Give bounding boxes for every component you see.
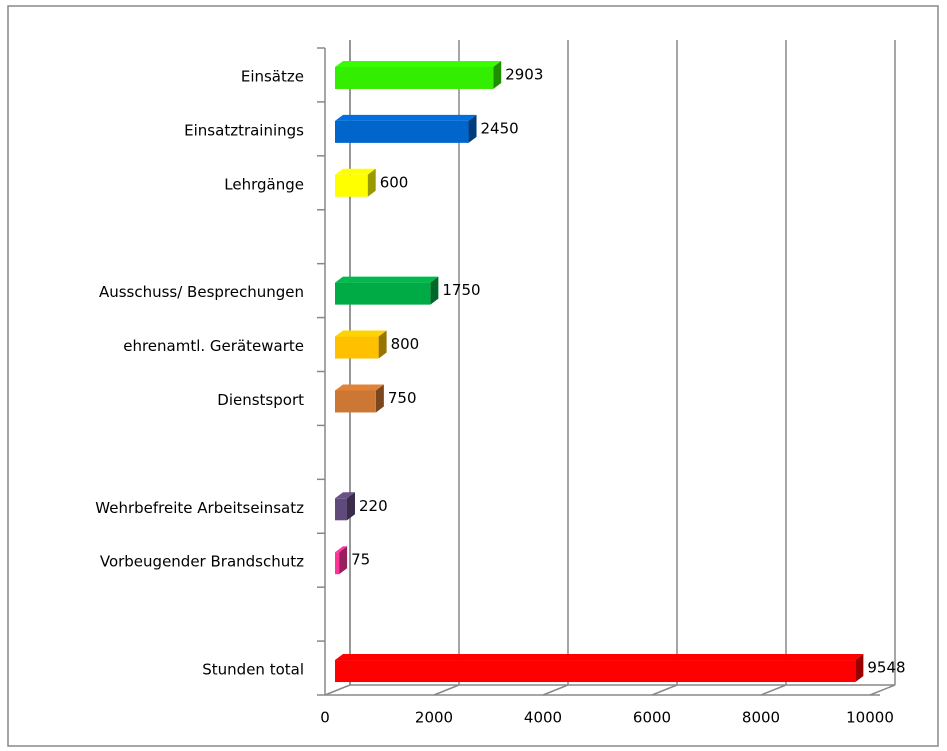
bar-side	[346, 492, 355, 521]
x-tick-label: 6000	[633, 709, 671, 727]
bar	[335, 660, 856, 683]
bar	[335, 336, 379, 359]
x-tick-label: 4000	[524, 709, 562, 727]
y-tick-label: ehrenamtl. Gerätewarte	[123, 337, 304, 355]
x-tick-label: 10000	[846, 709, 894, 727]
bar-side	[493, 60, 502, 89]
bar-top	[335, 330, 387, 337]
y-tick-label: Dienstsport	[217, 391, 304, 409]
x-tick	[324, 684, 351, 696]
bar	[335, 390, 376, 413]
bar	[335, 552, 340, 575]
bar-top	[335, 654, 864, 661]
bar	[335, 120, 469, 143]
value-label: 750	[388, 389, 417, 407]
x-tick	[542, 684, 569, 696]
bar-side	[339, 546, 348, 575]
y-tick-label: Lehrgänge	[224, 175, 304, 193]
value-label: 600	[380, 173, 409, 191]
bar-side	[430, 276, 439, 305]
y-tick-label: Einsätze	[241, 67, 304, 85]
bar-side	[378, 330, 387, 359]
value-label: 2450	[481, 119, 519, 137]
value-label: 9548	[867, 659, 905, 677]
value-label: 2903	[505, 65, 543, 83]
bar	[335, 174, 368, 197]
value-label: 1750	[442, 281, 480, 299]
y-tick-label: Einsatztrainings	[184, 121, 304, 139]
y-tick-label: Vorbeugender Brandschutz	[100, 553, 304, 571]
bar	[335, 498, 347, 521]
bar-top	[335, 492, 355, 499]
value-label: 220	[359, 497, 388, 515]
bar-side	[855, 654, 864, 683]
bar-top	[335, 276, 439, 283]
x-tick	[433, 684, 460, 696]
y-tick-label: Wehrbefreite Arbeitseinsatz	[95, 499, 304, 517]
y-tick-label: Ausschuss/ Besprechungen	[99, 283, 304, 301]
bar-side	[468, 114, 477, 143]
bar-top	[335, 114, 477, 121]
bar-side	[367, 168, 376, 197]
bar	[335, 66, 494, 89]
bar-top	[335, 60, 502, 67]
bar-top	[335, 546, 348, 553]
x-tick-label: 0	[320, 709, 330, 727]
value-label: 800	[391, 335, 420, 353]
x-tick	[760, 684, 787, 696]
y-tick-label: Stunden total	[202, 661, 304, 679]
x-tick-label: 8000	[742, 709, 780, 727]
x-tick	[869, 684, 896, 696]
frame	[7, 5, 939, 747]
bar-top	[335, 168, 376, 175]
value-label: 75	[351, 551, 370, 569]
bar-side	[375, 384, 384, 413]
x-tick	[651, 684, 678, 696]
bar	[335, 282, 431, 305]
bar-top	[335, 384, 384, 391]
x-tick-label: 2000	[415, 709, 453, 727]
